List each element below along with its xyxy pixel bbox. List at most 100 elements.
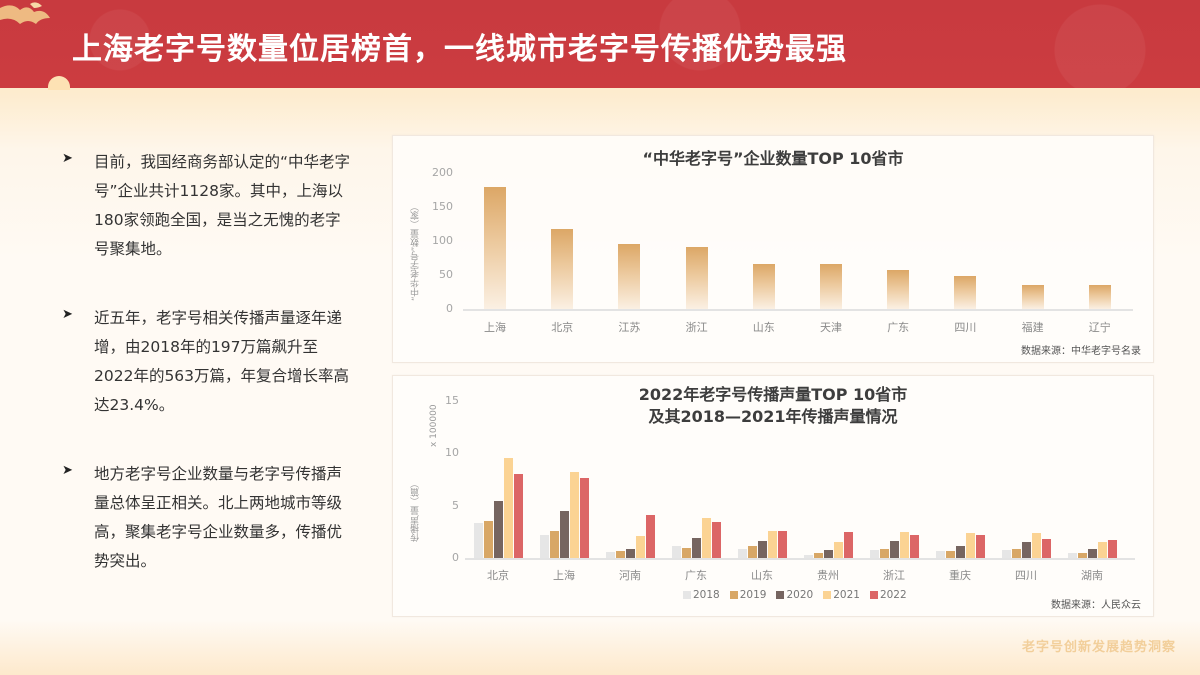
bar-贵州-2018	[804, 554, 813, 558]
bar-广东-2019	[682, 547, 691, 558]
y-tick: 0	[452, 551, 459, 564]
x-label: 贵州	[817, 569, 839, 582]
x-label: 河南	[619, 569, 641, 582]
bar-湖南-2020	[1088, 548, 1097, 558]
bar-河南-2019	[616, 550, 625, 558]
x-label: 北京	[487, 569, 509, 582]
x-label: 重庆	[949, 569, 971, 582]
bar-北京-2018	[474, 523, 483, 558]
chart-title: “中华老字号”企业数量TOP 10省市	[642, 149, 904, 168]
x-axis-line	[463, 309, 1133, 311]
y-tick: 0	[446, 302, 453, 315]
x-label: 江苏	[618, 321, 641, 334]
x-label: 浙江	[685, 321, 708, 334]
bar-湖南-2022	[1108, 540, 1117, 558]
bar-浙江-2018	[870, 549, 879, 558]
bar-河南-2022	[646, 515, 655, 558]
bar-福建	[1021, 285, 1044, 309]
bullet-item: ➤ 目前，我国经商务部认定的“中华老字号”企业共计1128家。其中，上海以180…	[62, 148, 362, 264]
bar-贵州-2019	[814, 552, 823, 558]
bar-四川-2022	[1042, 539, 1051, 558]
bar-河南-2020	[626, 548, 635, 558]
bar-广东-2020	[692, 538, 701, 558]
bar-山东	[752, 264, 775, 309]
bar-广东-2018	[672, 546, 681, 558]
bullet-item: ➤ 地方老字号企业数量与老字号传播声量总体呈正相关。北上两地城市等级高，聚集老字…	[62, 460, 362, 576]
auspicious-cloud-icon	[0, 2, 50, 24]
bar-北京-2020	[494, 501, 503, 558]
y-tick: 15	[445, 394, 459, 407]
bullet-text: 地方老字号企业数量与老字号传播声量总体呈正相关。北上两地城市等级高，聚集老字号企…	[94, 465, 343, 570]
x-label: 四川	[1015, 569, 1037, 582]
x-label: 福建	[1021, 321, 1044, 334]
bar-湖南-2018	[1068, 552, 1077, 558]
x-label: 山东	[751, 569, 773, 582]
bar-广东-2022	[712, 522, 721, 558]
y-axis-label: “中华老字号”数量（家）	[411, 201, 421, 301]
x-label: 广东	[685, 569, 707, 582]
chart-title: 2022年老字号传播声量TOP 10省市	[638, 385, 908, 404]
bar-山东-2021	[768, 530, 777, 558]
y-tick: 50	[439, 268, 453, 281]
bar-北京	[551, 228, 574, 309]
footer-brand: 老字号创新发展趋势洞察	[1021, 640, 1176, 655]
arrow-bullet-icon: ➤	[62, 151, 73, 166]
bar-重庆-2021	[966, 532, 975, 558]
y-tick: 100	[432, 234, 453, 247]
bar-四川-2018	[1002, 549, 1011, 558]
banner-ornament	[48, 76, 70, 90]
y-tick: 5	[452, 498, 459, 512]
data-source: 数据来源：中华老字号名录	[1021, 346, 1141, 357]
bar-天津	[820, 264, 842, 309]
x-label: 广东	[887, 321, 910, 334]
bar-重庆-2022	[976, 534, 985, 558]
bar-四川-2019	[1012, 548, 1021, 558]
bar-四川-2021	[1032, 532, 1041, 558]
bar-山东-2018	[738, 548, 747, 558]
bar-上海-2018	[540, 534, 549, 558]
bar-北京-2022	[514, 474, 523, 558]
legend-item-2020: 2020	[776, 589, 813, 601]
chart-legend: 2018 2019 2020 2021 2022	[683, 589, 907, 601]
page-title: 上海老字号数量位居榜首，一线城市老字号传播优势最强	[72, 32, 847, 67]
bar-浙江-2020	[890, 541, 899, 558]
bar-四川-2020	[1022, 542, 1031, 558]
bar-北京-2021	[504, 457, 513, 558]
x-label: 上海	[484, 321, 506, 334]
y-tick: 10	[445, 446, 459, 460]
y-tick: 150	[432, 200, 453, 213]
bar-山东-2022	[778, 530, 787, 558]
bar-贵州-2022	[844, 531, 853, 558]
bar-重庆-2018	[936, 550, 945, 558]
x-label: 辽宁	[1088, 321, 1111, 334]
x-label: 天津	[820, 321, 842, 334]
bar-贵州-2021	[834, 542, 843, 558]
bullet-text: 近五年，老字号相关传播声量逐年递增，由2018年的197万篇飙升至2022年的5…	[94, 309, 350, 414]
bar-湖南-2021	[1098, 542, 1107, 558]
y-tick: 200	[432, 166, 453, 179]
bar-上海-2021	[570, 472, 579, 558]
header-banner: 上海老字号数量位居榜首，一线城市老字号传播优势最强	[0, 0, 1200, 88]
x-label: 北京	[551, 321, 574, 334]
x-label: 湖南	[1081, 569, 1103, 582]
chart-panel-enterprise-count: “中华老字号”企业数量TOP 10省市 “中华老字号”数量（家） 0 50 100 1…	[392, 135, 1154, 363]
bar-重庆-2019	[946, 550, 955, 558]
x-axis-line	[465, 558, 1135, 560]
bar-四川	[954, 275, 977, 309]
x-label: 浙江	[883, 569, 905, 582]
legend-item-2022: 2022	[869, 589, 907, 601]
bar-浙江-2022	[910, 534, 919, 558]
bar-浙江-2019	[880, 548, 889, 558]
bar-广东-2021	[702, 518, 711, 558]
bar-辽宁	[1088, 285, 1111, 309]
bar-山东-2020	[758, 541, 767, 558]
bullet-text: 目前，我国经商务部认定的“中华老字号”企业共计1128家。其中，上海以180家领…	[94, 153, 351, 258]
legend-item-2019: 2019	[729, 589, 766, 601]
chart-subtitle: 及其2018—2021年传播声量情况	[648, 407, 898, 426]
y-axis-label: 传播声量（篇）	[411, 479, 421, 543]
bar-北京-2019	[484, 521, 493, 558]
bar-上海-2022	[580, 478, 589, 558]
data-source: 数据来源：人民众云	[1051, 600, 1141, 611]
x-label: 四川	[954, 321, 977, 334]
chart-panel-communication-volume: 2022年老字号传播声量TOP 10省市 及其2018—2021年传播声量情况 …	[392, 375, 1154, 617]
